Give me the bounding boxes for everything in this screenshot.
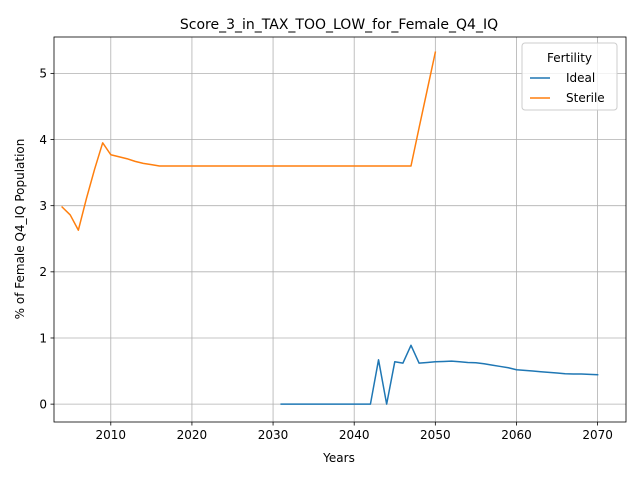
legend-label-ideal: Ideal	[566, 71, 595, 85]
y-tick-label: 5	[39, 67, 47, 81]
series-line-ideal	[280, 344, 599, 405]
x-tick-label: 2040	[339, 428, 370, 442]
y-tick-label: 2	[39, 265, 47, 279]
x-tick-label: 2020	[177, 428, 208, 442]
y-axis-ticks: 0 1 2 3 4 5	[39, 67, 54, 411]
legend-label-sterile: Sterile	[566, 91, 605, 105]
x-tick-label: 2010	[96, 428, 127, 442]
chart-title: Score_3_in_TAX_TOO_LOW_for_Female_Q4_IQ	[180, 17, 498, 33]
series-lines	[61, 51, 599, 405]
legend-box	[521, 42, 618, 111]
x-tick-label: 2070	[582, 428, 613, 442]
x-axis-label: Years	[322, 451, 355, 465]
y-tick-label: 1	[39, 331, 47, 345]
y-tick-label: 3	[39, 199, 47, 213]
series-line-sterile	[61, 51, 437, 231]
x-tick-label: 2030	[258, 428, 289, 442]
y-tick-label: 4	[39, 133, 47, 147]
y-tick-label: 0	[39, 397, 47, 411]
legend: Fertility Ideal Sterile	[521, 42, 618, 111]
x-tick-label: 2060	[501, 428, 532, 442]
x-tick-label: 2050	[420, 428, 451, 442]
x-axis-ticks: 2010 2020 2030 2040 2050 2060 2070	[96, 422, 613, 442]
legend-title: Fertility	[547, 51, 592, 65]
y-axis-label: % of Female Q4_IQ Population	[13, 139, 27, 320]
plot-frame	[53, 36, 627, 423]
